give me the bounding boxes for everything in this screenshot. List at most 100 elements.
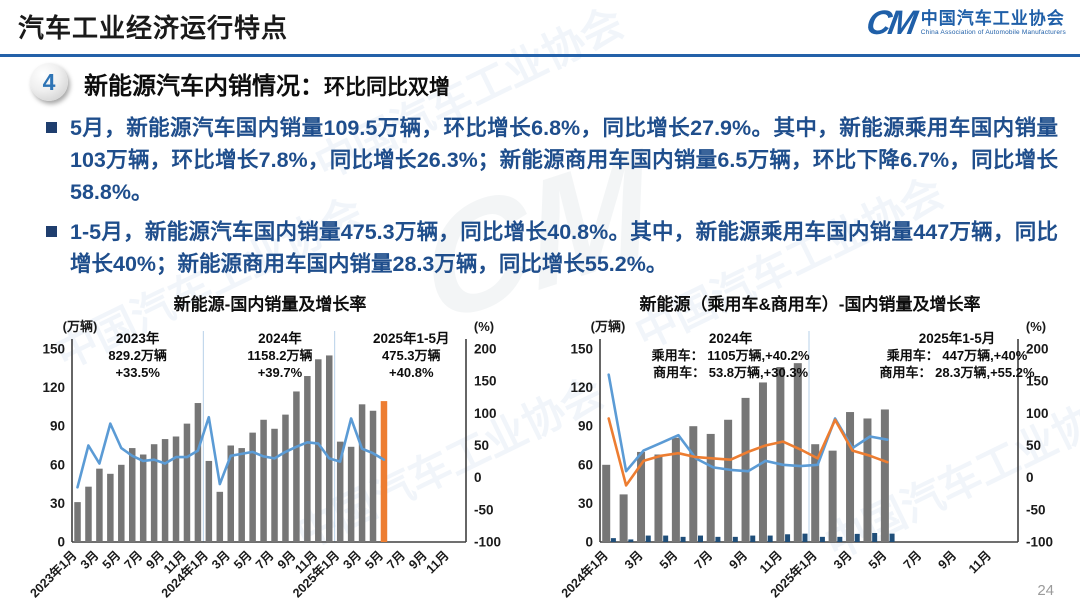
bar: [610, 538, 616, 542]
annotation-line: 2024年: [709, 330, 753, 346]
annotation-line: 商用车： 53.8万辆,+30.3%: [653, 365, 808, 380]
bar: [216, 491, 224, 542]
bar: [793, 363, 802, 542]
right-axis-tick: 100: [1026, 406, 1049, 421]
bar: [828, 450, 837, 542]
bar: [315, 359, 322, 542]
left-axis-tick: 90: [578, 419, 593, 434]
bar: [128, 448, 136, 542]
bar: [74, 502, 81, 542]
x-axis-label: 3月: [78, 548, 102, 572]
right-axis-tick: 200: [474, 342, 497, 357]
caam-logo-text: 中国汽车工业协会 China Association of Automobile…: [921, 9, 1066, 36]
right-axis-tick: -50: [1026, 502, 1046, 517]
bar: [347, 446, 355, 542]
x-axis-label: 7月: [253, 548, 277, 572]
left-axis-unit: (万辆): [63, 319, 98, 334]
bar: [325, 355, 333, 542]
caam-logo: CM 中国汽车工业协会 China Association of Automob…: [864, 4, 1066, 42]
left-axis-tick: 60: [578, 457, 593, 472]
section-heading: 新能源汽车内销情况：环比同比双增: [84, 66, 450, 101]
bar: [880, 409, 889, 542]
bar: [96, 468, 103, 542]
bar: [846, 412, 855, 542]
bar: [680, 536, 686, 542]
chart-nev-pv-cv-canvas: (万辆) (%)0306090120150-100-500501001502002…: [558, 319, 1053, 601]
caam-logo-en: China Association of Automobile Manufact…: [920, 29, 1066, 37]
x-axis-label: 3月: [340, 548, 364, 572]
annotation-line: 2025年1-5月: [373, 330, 450, 346]
bar: [358, 404, 366, 542]
bar: [654, 454, 663, 542]
annotation-line: 829.2万辆: [108, 348, 167, 363]
bar: [172, 436, 180, 542]
annotation: 2025年1-5月 475.3万辆 +40.8%: [373, 330, 450, 380]
annotation-line: 1158.2万辆: [247, 348, 312, 363]
page-title: 汽车工业经济运行特点: [18, 13, 289, 43]
bar: [602, 464, 611, 542]
bullet-item: 5月，新能源汽车国内销量109.5万辆，环比增长6.8%，同比增长27.9%。其…: [44, 112, 1058, 208]
chart-title: 新能源-国内销量及增长率: [173, 295, 367, 314]
annotation-line: 商用车： 28.3万辆,+55.2%: [880, 365, 1035, 380]
bar: [697, 535, 703, 542]
header-divider: [0, 54, 1080, 57]
chart-nev-pv-cv: 新能源（乘用车&商用车）-国内销量及增长率 (万辆) (%) 0 30 60 90 120 1…: [548, 290, 1072, 600]
bar: [715, 536, 721, 542]
bar: [183, 423, 191, 542]
bar: [238, 448, 245, 542]
x-axis-label: 11月: [424, 548, 452, 576]
growth-line-增长率: [76, 415, 386, 489]
bar: [811, 444, 820, 542]
bar: [161, 439, 169, 542]
x-axis-label: 9月: [727, 548, 751, 572]
x-axis-label: 7月: [692, 548, 716, 572]
x-axis-label: 5月: [100, 548, 124, 572]
right-axis-tick: 150: [1026, 374, 1049, 389]
bar: [205, 460, 213, 542]
x-axis-label: 7月: [122, 548, 146, 572]
x-axis-label: 11月: [966, 548, 994, 576]
right-axis-tick: 200: [1026, 342, 1049, 357]
bar: [645, 535, 651, 542]
right-axis-unit: (%): [1026, 319, 1046, 334]
x-axis-label: 5月: [657, 548, 681, 572]
bar: [282, 414, 289, 542]
x-axis-label: 3月: [209, 548, 233, 572]
annotation-line: 475.3万辆: [382, 348, 441, 363]
annotation-line: 2025年1-5月: [919, 330, 996, 346]
bar: [118, 464, 125, 542]
page-number: 24: [1037, 582, 1054, 599]
bar: [139, 454, 147, 542]
bar: [776, 367, 785, 542]
bar: [889, 533, 895, 542]
bar: [854, 533, 860, 542]
left-axis-tick: 120: [570, 380, 593, 395]
bar: [107, 473, 114, 542]
x-axis-label: 3月: [622, 548, 646, 572]
x-axis-label: 2024年1月: [558, 548, 611, 601]
bar: [227, 445, 234, 542]
bar: [380, 401, 388, 542]
right-axis-tick: 50: [1026, 438, 1041, 453]
annotation-line: 2023年: [116, 330, 160, 346]
bar: [837, 536, 843, 542]
bar: [304, 376, 311, 542]
bar: [750, 535, 756, 542]
right-axis-tick: 100: [474, 406, 497, 421]
right-axis-unit: (%): [474, 319, 494, 334]
right-axis-tick: -100: [474, 535, 501, 550]
bar: [619, 494, 628, 542]
bar: [194, 403, 202, 542]
annotation-line: +39.7%: [258, 365, 303, 380]
bar-series-国内销量: [74, 355, 388, 542]
bar-series-商用车销量: [610, 532, 895, 542]
growth-line-乘用车增长率: [607, 417, 889, 487]
x-axis-label: 5月: [362, 548, 386, 572]
bar: [863, 418, 872, 542]
bar: [271, 428, 278, 542]
x-axis-label: 7月: [901, 548, 925, 572]
right-axis-tick: 0: [474, 470, 482, 485]
bar: [336, 441, 344, 542]
x-axis-label: 5月: [866, 548, 890, 572]
annotation-line: 乘用车： 1105万辆,+40.2%: [651, 348, 810, 363]
